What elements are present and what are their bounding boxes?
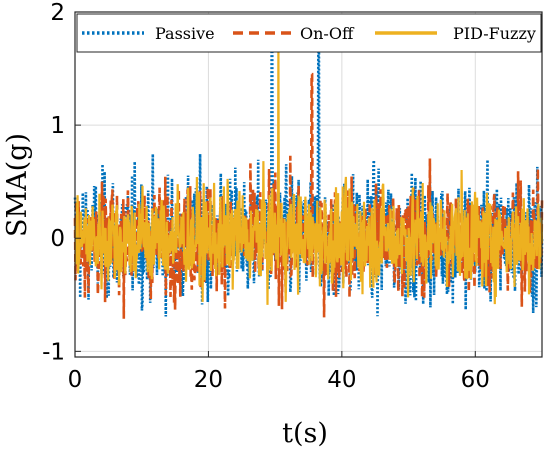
series-line-on-off: [73, 72, 544, 319]
x-tick-label: 0: [68, 367, 83, 393]
legend-label-on-off: On-Off: [300, 24, 355, 43]
legend-label-passive: Passive: [155, 24, 215, 43]
y-axis-label: SMA(g): [2, 133, 33, 237]
y-tick-label: 1: [50, 113, 65, 139]
x-tick-label: 60: [461, 367, 490, 393]
x-axis-label: t(s): [282, 418, 328, 449]
grid-lines: [74, 11, 542, 357]
y-tick-label: -1: [42, 339, 65, 365]
series-line-pid-fuzzy: [73, 40, 544, 305]
y-tick-label: 2: [50, 0, 65, 26]
legend-box: [76, 13, 542, 53]
x-tick-label: 20: [194, 367, 223, 393]
legend-label-pid-fuzzy: PID-Fuzzy: [453, 24, 536, 43]
series-layer: [73, 27, 544, 319]
axes-box: [74, 11, 543, 358]
y-tick-label: 0: [50, 226, 65, 252]
x-tick-label: 40: [327, 367, 356, 393]
legend: Passive On-Off PID-Fuzzy: [76, 13, 542, 53]
